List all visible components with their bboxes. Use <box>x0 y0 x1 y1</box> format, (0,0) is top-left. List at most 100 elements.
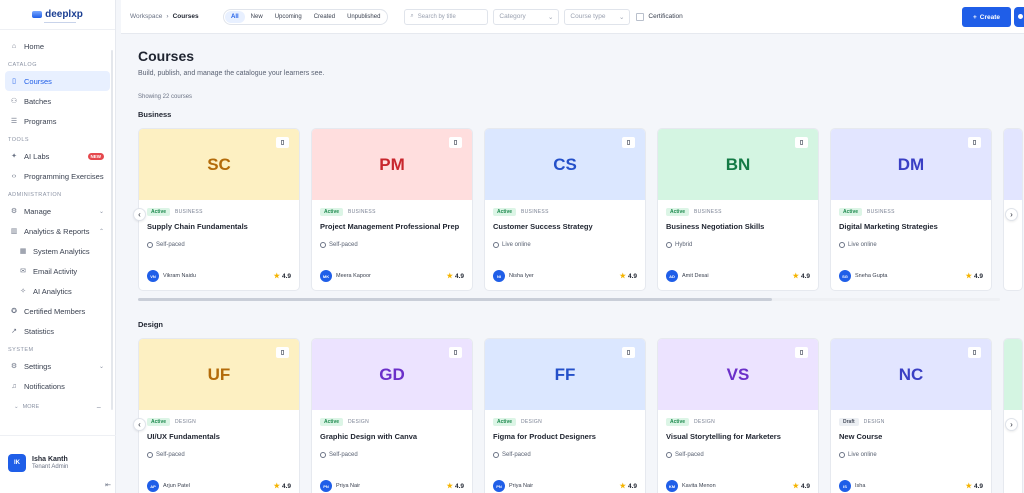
course-row-design: UF ▯ Active DESIGN UI/UX Fundamentals Self-pa… <box>138 338 1023 493</box>
course-card[interactable]: GD ▯ Active DESIGN Graphic Design with Canva… <box>311 338 473 493</box>
book-icon[interactable]: ▯ <box>449 347 462 358</box>
course-title[interactable]: Customer Success Strategy <box>493 222 593 231</box>
course-title[interactable]: Business Negotiation Skills <box>666 222 765 231</box>
course-card[interactable]: DM ▯ Active BUSINESS Digital Marketing Strat… <box>830 128 992 291</box>
book-icon[interactable]: ▯ <box>795 347 808 358</box>
course-rating: ★ 4.9 <box>966 482 983 491</box>
filter-tab-all[interactable]: All <box>225 10 245 23</box>
course-tags: Active DESIGN <box>493 418 637 426</box>
sidebar-item-ai-analytics[interactable]: ✧ AI Analytics <box>5 281 110 301</box>
scroll-right-button[interactable]: › <box>1005 418 1018 431</box>
avatar: IK <box>8 454 26 472</box>
brand-logo[interactable]: deeplxp <box>32 9 83 20</box>
sidebar-item-label: Programs <box>24 116 57 126</box>
book-icon[interactable]: ▯ <box>795 137 808 148</box>
sidebar-item-batches[interactable]: ⚇ Batches <box>5 91 110 111</box>
search-input[interactable]: ⌕ Search by title <box>404 8 489 25</box>
course-tags: Active BUSINESS <box>839 208 983 216</box>
book-icon[interactable]: ▯ <box>276 347 289 358</box>
clock-icon <box>147 452 153 458</box>
book-icon[interactable]: ▯ <box>968 137 981 148</box>
pace-label: Live online <box>502 242 531 248</box>
course-cover: FF ▯ <box>485 339 645 410</box>
chevron-down-icon: ⌄ <box>14 404 19 410</box>
pace-label: Self-paced <box>329 452 358 458</box>
course-cover: VS ▯ <box>658 339 818 410</box>
sidebar: deeplxp ⌂ Home CATALOG ▯ Courses ⚇ Batches ☰ Pro… <box>0 0 116 493</box>
filter-tab-new[interactable]: New <box>250 13 263 20</box>
course-title[interactable]: Figma for Product Designers <box>493 432 596 441</box>
course-card-peek[interactable] <box>1003 338 1023 493</box>
course-cover: BN ▯ <box>658 129 818 200</box>
sidebar-item-certified-members[interactable]: ✪ Certified Members <box>5 301 110 321</box>
scroll-left-button[interactable]: ‹ <box>133 208 146 221</box>
course-card[interactable]: CS ▯ Active BUSINESS Customer Success Strate… <box>484 128 646 291</box>
page-subtitle: Build, publish, and manage the catalogue… <box>138 70 325 77</box>
book-icon[interactable]: ▯ <box>968 347 981 358</box>
course-card[interactable]: FF ▯ Active DESIGN Figma for Product Designe… <box>484 338 646 493</box>
sidebar-item-ai-labs[interactable]: ✦ AI Labs NEW <box>5 146 110 166</box>
sidebar-item-courses[interactable]: ▯ Courses <box>5 71 110 91</box>
sidebar-item-programming-exercises[interactable]: ‹› Programming Exercises <box>5 166 110 186</box>
course-type-select[interactable]: Course type ⌄ <box>564 8 631 25</box>
collapse-sidebar-icon[interactable]: ⇤ <box>105 482 111 489</box>
course-title[interactable]: UI/UX Fundamentals <box>147 432 220 441</box>
filter-tab-unpublished[interactable]: Unpublished <box>347 13 381 20</box>
course-card[interactable]: SC ▯ Active BUSINESS Supply Chain Fundamenta… <box>138 128 300 291</box>
course-title[interactable]: Graphic Design with Canva <box>320 432 418 441</box>
sidebar-item-analytics-reports[interactable]: ▥ Analytics & Reports ⌃ <box>5 221 110 241</box>
filter-tab-created[interactable]: Created <box>313 13 336 20</box>
course-card[interactable]: VS ▯ Active DESIGN Visual Storytelling for M… <box>657 338 819 493</box>
more-toggle[interactable]: ⌄ MORE − <box>0 400 115 414</box>
user-profile[interactable]: IK Isha Kanth Tenant Admin <box>0 436 116 472</box>
category-select[interactable]: Category ⌄ <box>493 8 560 25</box>
chevron-down-icon: ⌄ <box>618 13 625 21</box>
course-title[interactable]: Digital Marketing Strategies <box>839 222 938 231</box>
sidebar-item-manage[interactable]: ⚙ Manage ⌄ <box>5 201 110 221</box>
certification-checkbox[interactable] <box>636 12 645 21</box>
sidebar-item-home[interactable]: ⌂ Home <box>5 36 110 56</box>
sidebar-scrollbar[interactable] <box>111 50 113 410</box>
clock-icon <box>320 242 326 248</box>
course-title[interactable]: Project Management Professional Prep <box>320 222 460 231</box>
course-card[interactable]: NC ▯ Draft DESIGN New Course Live online IS Ish… <box>830 338 992 493</box>
sidebar-item-programs[interactable]: ☰ Programs <box>5 111 110 131</box>
sidebar-item-email-activity[interactable]: ✉ Email Activity <box>5 261 110 281</box>
sidebar-item-statistics[interactable]: ↗ Statistics <box>5 321 110 341</box>
scroll-right-button[interactable]: › <box>1005 208 1018 221</box>
book-icon[interactable]: ▯ <box>449 137 462 148</box>
breadcrumb-workspace[interactable]: Workspace <box>130 13 163 20</box>
list-icon: ☰ <box>10 118 18 125</box>
course-card[interactable]: UF ▯ Active DESIGN UI/UX Fundamentals Self-pa… <box>138 338 300 493</box>
account-avatar[interactable] <box>1014 7 1024 27</box>
scroll-left-button[interactable]: ‹ <box>133 418 146 431</box>
rating-value: 4.9 <box>454 482 464 490</box>
course-card[interactable]: BN ▯ Active BUSINESS Business Negotiation Sk… <box>657 128 819 291</box>
course-tags: Active BUSINESS <box>320 208 464 216</box>
sidebar-item-settings[interactable]: ⚙ Settings ⌄ <box>5 356 110 376</box>
create-button[interactable]: + Create <box>962 7 1011 27</box>
course-body: Active DESIGN Figma for Product Designers S… <box>485 410 645 458</box>
sidebar-item-system-analytics[interactable]: ▦ System Analytics <box>5 241 110 261</box>
course-initials: BN <box>725 154 751 174</box>
horizontal-scrollbar[interactable] <box>138 298 772 301</box>
course-tags: Active DESIGN <box>666 418 810 426</box>
book-icon[interactable]: ▯ <box>276 137 289 148</box>
course-initials: DM <box>897 154 925 174</box>
instructor-avatar: SG <box>839 270 851 282</box>
sidebar-item-notifications[interactable]: ♫ Notifications <box>5 376 110 396</box>
certification-filter[interactable]: Certification <box>636 12 683 21</box>
book-icon[interactable]: ▯ <box>622 347 635 358</box>
course-pace: Live online <box>839 242 983 248</box>
course-row-business: SC ▯ Active BUSINESS Supply Chain Fundamenta… <box>138 128 1023 291</box>
course-title[interactable]: New Course <box>839 432 883 441</box>
certification-label: Certification <box>648 13 683 20</box>
course-card[interactable]: PM ▯ Active BUSINESS Project Management Prof… <box>311 128 473 291</box>
course-title[interactable]: Supply Chain Fundamentals <box>147 222 248 231</box>
course-title[interactable]: Visual Storytelling for Marketers <box>666 432 781 441</box>
star-icon: ★ <box>792 273 799 280</box>
filter-tab-upcoming[interactable]: Upcoming <box>274 13 302 20</box>
users-icon: ⚇ <box>10 98 18 105</box>
home-icon: ⌂ <box>11 42 17 50</box>
book-icon[interactable]: ▯ <box>622 137 635 148</box>
